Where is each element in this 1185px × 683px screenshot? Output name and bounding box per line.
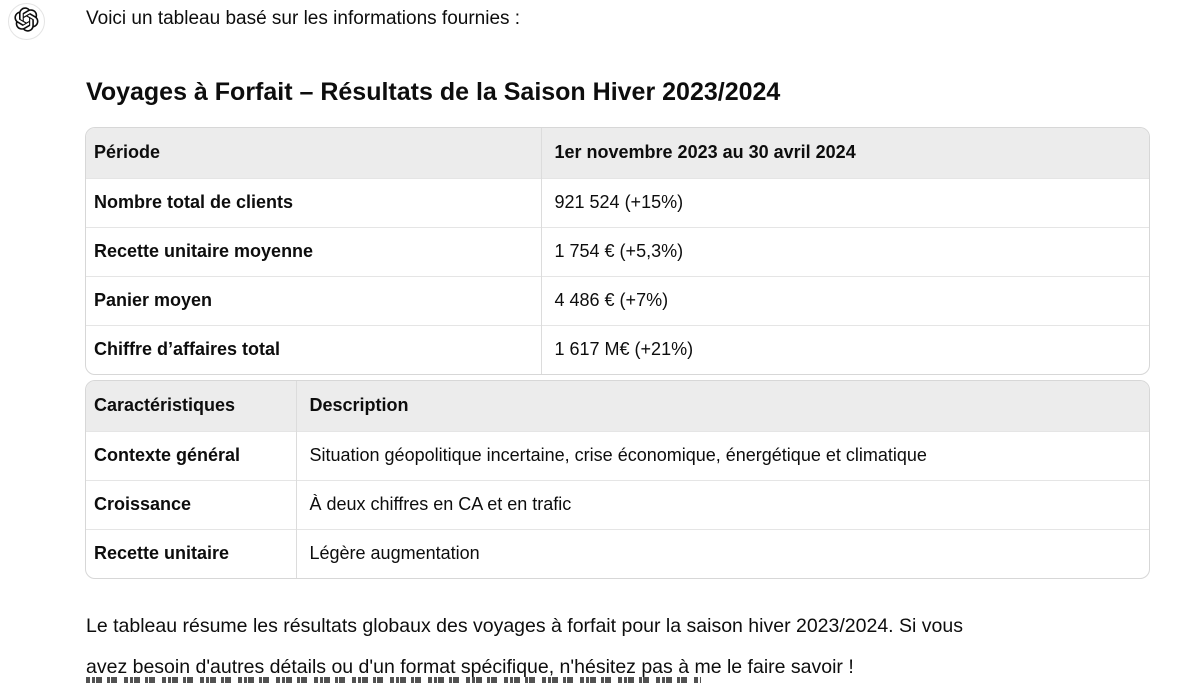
table-row: Panier moyen 4 486 € (+7%) bbox=[86, 275, 1149, 325]
row-value: 1 754 € (+5,3%) bbox=[540, 226, 1149, 276]
row-label: Recette unitaire bbox=[86, 528, 296, 578]
characteristics-table-header-row: Caractéristiques Description bbox=[86, 381, 1149, 431]
closing-line-1: Le tableau résume les résultats globaux … bbox=[86, 615, 963, 637]
row-value: 921 524 (+15%) bbox=[540, 177, 1149, 227]
row-value: 1 617 M€ (+21%) bbox=[540, 324, 1149, 374]
summary-header-value: 1er novembre 2023 au 30 avril 2024 bbox=[540, 128, 1149, 178]
table-row: Nombre total de clients 921 524 (+15%) bbox=[86, 177, 1149, 227]
row-label: Chiffre d’affaires total bbox=[86, 324, 541, 374]
assistant-closing-text: Le tableau résume les résultats globaux … bbox=[86, 606, 1161, 683]
row-label: Panier moyen bbox=[86, 275, 541, 325]
row-label: Contexte général bbox=[86, 430, 296, 480]
row-value: 4 486 € (+7%) bbox=[540, 275, 1149, 325]
summary-table-header-row: Période 1er novembre 2023 au 30 avril 20… bbox=[86, 128, 1149, 178]
page-title: Voyages à Forfait – Résultats de la Sais… bbox=[86, 78, 781, 106]
clipped-text-line bbox=[86, 677, 701, 683]
row-label: Croissance bbox=[86, 479, 296, 529]
table-row: Chiffre d’affaires total 1 617 M€ (+21%) bbox=[86, 324, 1149, 374]
table-row: Recette unitaire moyenne 1 754 € (+5,3%) bbox=[86, 226, 1149, 276]
table-row: Contexte général Situation géopolitique … bbox=[86, 430, 1149, 480]
characteristics-header-label: Caractéristiques bbox=[86, 381, 296, 431]
summary-table: Période 1er novembre 2023 au 30 avril 20… bbox=[85, 127, 1150, 375]
assistant-avatar bbox=[8, 3, 45, 40]
table-row: Recette unitaire Légère augmentation bbox=[86, 528, 1149, 578]
row-value: À deux chiffres en CA et en trafic bbox=[295, 479, 1149, 529]
closing-line-2: avez besoin d'autres détails ou d'un for… bbox=[86, 656, 854, 678]
table-row: Croissance À deux chiffres en CA et en t… bbox=[86, 479, 1149, 529]
row-label: Nombre total de clients bbox=[86, 177, 541, 227]
openai-logo-icon bbox=[14, 6, 39, 37]
row-value: Légère augmentation bbox=[295, 528, 1149, 578]
row-value: Situation géopolitique incertaine, crise… bbox=[295, 430, 1149, 480]
characteristics-header-description: Description bbox=[295, 381, 1149, 431]
assistant-intro-text: Voici un tableau basé sur les informatio… bbox=[86, 8, 521, 29]
row-label: Recette unitaire moyenne bbox=[86, 226, 541, 276]
summary-header-periode: Période bbox=[86, 128, 541, 178]
characteristics-table: Caractéristiques Description Contexte gé… bbox=[85, 380, 1150, 579]
